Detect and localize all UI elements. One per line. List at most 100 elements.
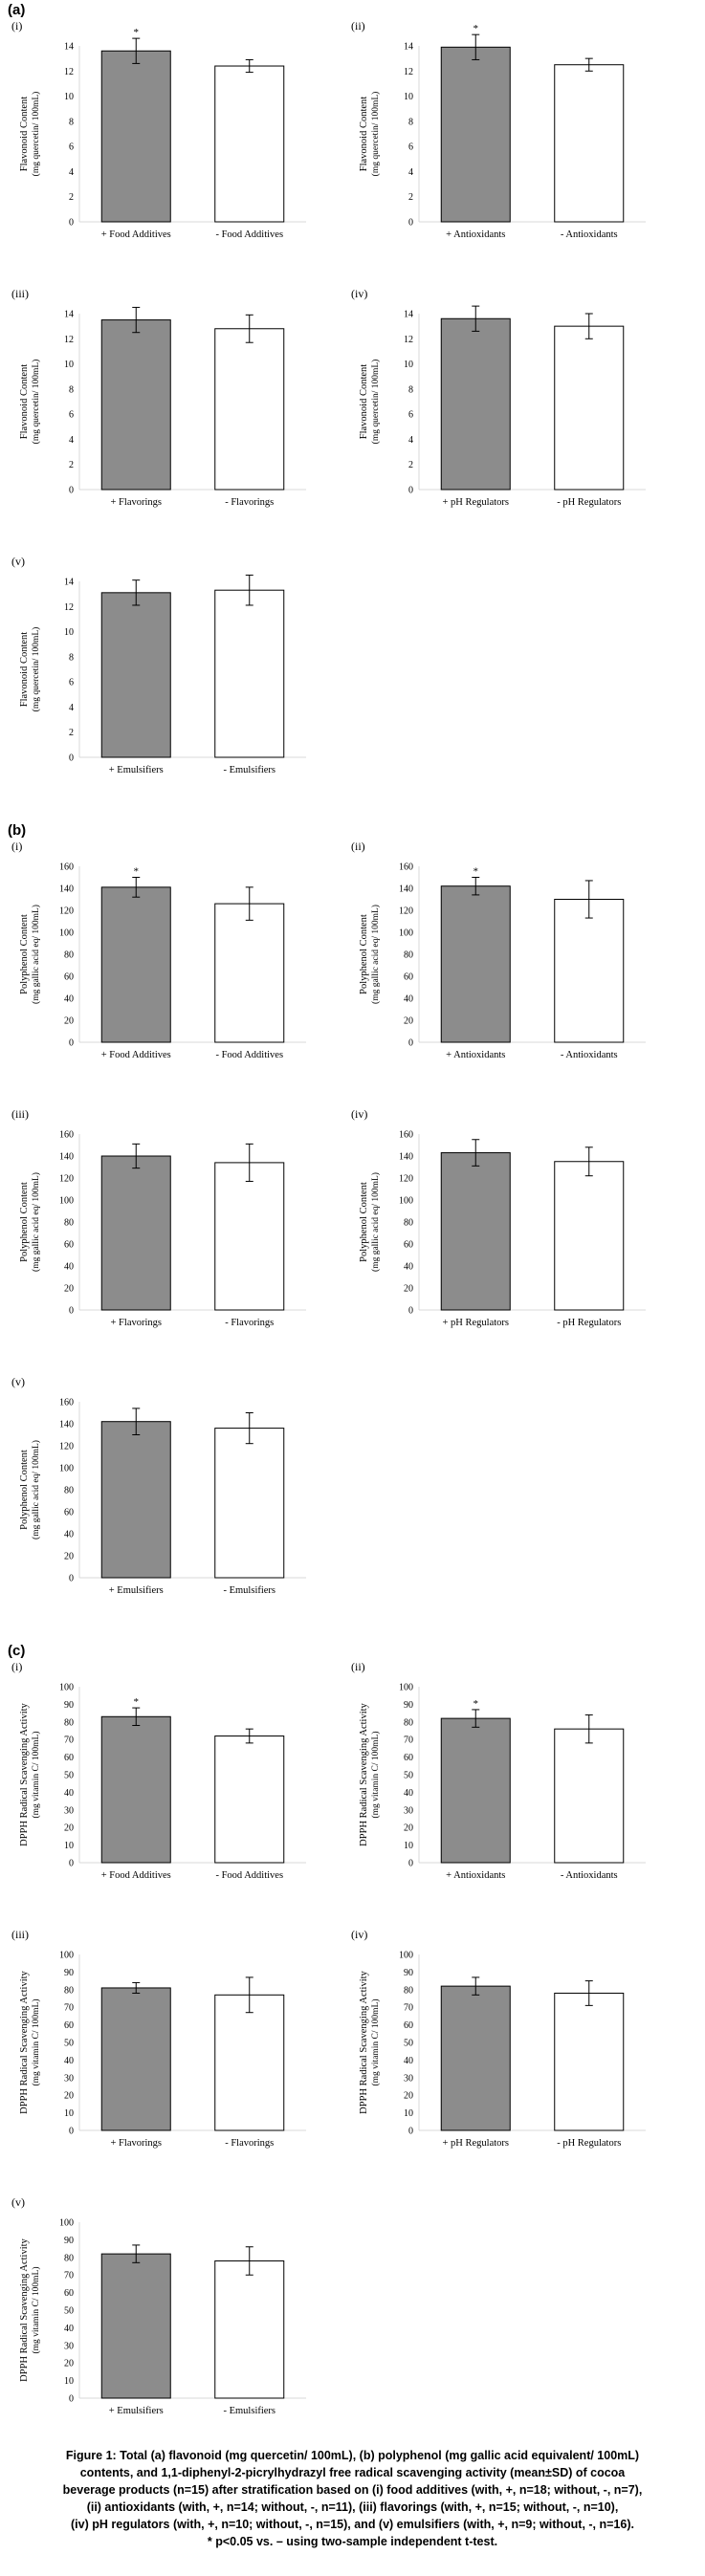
y-tick-label: 80 [64,1985,74,1996]
chart-svg: (iv) 0 20 40 60 80 100 120 140 160 Polyphenol Cont… [351,1107,646,1328]
chart-svg: (iii) 0 20 40 60 80 100 120 140 160 Polyphenol Con… [11,1107,306,1328]
y-tick-label: 140 [59,1420,74,1430]
y-tick-label: 60 [64,2288,74,2299]
bar-with [100,50,171,223]
y-tick-label: 40 [64,2324,74,2334]
bar-without [554,325,625,491]
x-category-label: - Emulsifiers [223,1585,275,1596]
x-category-label: + pH Regulators [443,497,510,508]
y-tick-label: 0 [69,1306,74,1317]
chart-a-ii: (ii) 0 2 4 6 8 10 12 14 Flavonoid Content (mg quer… [340,17,674,275]
y-tick-label: 160 [399,1130,413,1141]
y-tick-label: 4 [408,435,413,446]
chart-a-i: (i) 0 2 4 6 8 10 12 14 Flavonoid Content (mg querc… [0,17,335,275]
bar-without [214,65,285,223]
y-tick-label: 14 [64,578,74,588]
y-tick-label: 80 [404,1717,413,1728]
bar-without [214,1162,285,1311]
caption-line: beverage products (n=15) after stratific… [62,2483,643,2497]
y-tick-label: 40 [64,1788,74,1799]
y-tick-label: 2 [69,460,74,470]
y-axis-label: DPPH Radical Scavenging Activity [19,2238,30,2381]
chart-svg: (iv) 0 10 20 30 40 50 60 70 80 90 100 DPPH Radical S… [351,1928,646,2149]
y-tick-label: 0 [408,1859,413,1869]
y-tick-label: 60 [64,2020,74,2031]
y-tick-label: 60 [64,1508,74,1518]
y-tick-label: 12 [64,602,74,613]
y-tick-label: 4 [408,167,413,178]
chart-svg: (v) 0 2 4 6 8 10 12 14 Flavonoid Content (mg querc… [11,555,306,775]
y-tick-label: 10 [64,1841,74,1851]
y-tick-label: 80 [64,1218,74,1229]
y-tick-label: 160 [59,1130,74,1141]
y-tick-label: 14 [64,310,74,320]
caption-line: contents, and 1,1-diphenyl-2-picrylhydra… [79,2466,626,2479]
x-category-label: + Emulsifiers [109,1585,164,1596]
y-tick-label: 50 [404,1771,413,1781]
y-tick-label: 20 [404,1823,413,1834]
y-tick-label: 10 [64,360,74,370]
y-tick-label: 60 [404,1753,413,1763]
x-category-label: + Antioxidants [446,1870,505,1881]
y-tick-label: 60 [404,1240,413,1251]
y-tick-label: 30 [64,1805,74,1816]
panel-label: (ii) [351,840,365,853]
panel-label: (iv) [351,1928,367,1941]
y-tick-label: 100 [399,928,413,939]
y-tick-label: 90 [404,1700,413,1711]
y-tick-label: 20 [64,1552,74,1562]
y-axis-label: (mg vitamin C/ 100mL) [370,1998,381,2085]
x-category-label: + Antioxidants [446,1050,505,1060]
y-tick-label: 140 [399,884,413,895]
chart-svg: (ii) 0 20 40 60 80 100 120 140 160 Polyphenol Cont… [351,840,646,1060]
y-tick-label: 60 [404,972,413,983]
bar-with [440,317,511,491]
chart-svg: (ii) 0 10 20 30 40 50 60 70 80 90 100 DPPH Radical S… [351,1660,646,1881]
y-tick-label: 100 [59,1196,74,1207]
x-category-label: - Emulsifiers [223,765,275,775]
y-tick-label: 20 [64,1823,74,1834]
panel-label: (v) [11,1375,25,1388]
bar-with [100,2253,171,2399]
y-tick-label: 40 [64,994,74,1005]
y-tick-label: 20 [64,1284,74,1295]
y-tick-label: 120 [59,906,74,917]
x-category-label: + Flavorings [111,497,162,508]
bar-with [100,1421,171,1579]
y-axis-label: Polyphenol Content [19,914,30,994]
y-tick-label: 140 [59,884,74,895]
chart-svg: (v) 0 10 20 30 40 50 60 70 80 90 100 DPPH Radical Sc… [11,2195,306,2416]
y-tick-label: 60 [64,1753,74,1763]
x-category-label: - Antioxidants [561,1050,618,1060]
bar-without [554,1161,625,1311]
significance-star: * [474,1698,479,1710]
y-tick-label: 14 [64,42,74,53]
bar-with [440,1985,511,2131]
y-tick-label: 40 [64,1262,74,1273]
y-axis-label: (mg vitamin C/ 100mL) [31,1998,41,2085]
y-axis-label: (mg vitamin C/ 100mL) [31,2266,41,2353]
y-tick-label: 60 [64,1240,74,1251]
bar-with [100,1715,171,1864]
y-tick-label: 20 [64,2359,74,2369]
y-tick-label: 20 [404,1284,413,1295]
significance-star: * [474,23,479,34]
y-tick-label: 10 [64,2376,74,2387]
panel-label: (ii) [351,19,365,33]
y-tick-label: 8 [408,117,413,127]
significance-star: * [474,866,479,878]
y-tick-label: 10 [64,2108,74,2119]
y-tick-label: 20 [64,2091,74,2102]
x-category-label: - Food Additives [215,1870,283,1881]
panel-label: (iii) [11,287,29,300]
significance-star: * [134,866,140,878]
y-axis-label: (mg quercetin/ 100mL) [370,92,381,177]
panel-label: (iv) [351,287,367,300]
chart-b-ii: (ii) 0 20 40 60 80 100 120 140 160 Polyphenol Cont… [340,838,674,1096]
bar-without [214,328,285,491]
y-tick-label: 30 [404,2073,413,2084]
y-tick-label: 10 [404,92,413,102]
x-category-label: - Flavorings [225,1318,274,1328]
y-tick-label: 80 [404,1985,413,1996]
y-tick-label: 0 [408,1038,413,1049]
